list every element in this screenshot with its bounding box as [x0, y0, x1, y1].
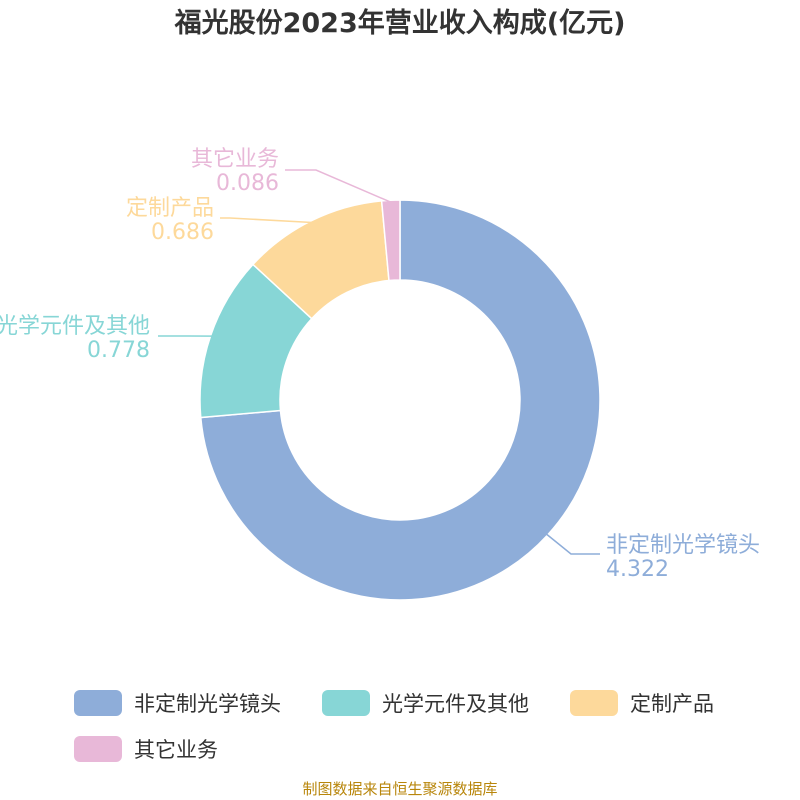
slice-label-name-1: 光学元件及其他	[0, 314, 150, 339]
slice-label-value-0: 4.322	[606, 557, 669, 582]
legend-label-3: 其它业务	[134, 738, 218, 762]
legend-swatch-0	[74, 690, 122, 716]
legend-item-2[interactable]: 定制产品	[570, 688, 714, 718]
chart-title: 福光股份2023年营业收入构成(亿元)	[174, 8, 626, 39]
legend-label-2: 定制产品	[630, 692, 714, 716]
data-source-note: 制图数据来自恒生聚源数据库	[302, 780, 498, 798]
slice-label-name-2: 定制产品	[126, 196, 214, 221]
slice-label-value-3: 0.086	[216, 171, 279, 196]
legend-swatch-3	[74, 736, 122, 762]
slice-label-value-1: 0.778	[87, 338, 150, 363]
legend-item-3[interactable]: 其它业务	[74, 734, 218, 764]
leader-line-3	[285, 169, 392, 203]
legend-item-1[interactable]: 光学元件及其他	[322, 688, 529, 718]
slice-label-value-2: 0.686	[151, 220, 214, 245]
legend-swatch-2	[570, 690, 618, 716]
legend-label-0: 非定制光学镜头	[134, 692, 281, 716]
slice-label-name-0: 非定制光学镜头	[606, 533, 760, 558]
leader-line-2	[220, 217, 313, 224]
legend-label-1: 光学元件及其他	[382, 692, 529, 716]
donut-slice-0[interactable]	[199, 199, 601, 601]
legend-swatch-1	[322, 690, 370, 716]
slice-label-name-3: 其它业务	[191, 147, 279, 172]
leader-line-0	[545, 533, 600, 555]
legend-item-0[interactable]: 非定制光学镜头	[74, 688, 281, 718]
